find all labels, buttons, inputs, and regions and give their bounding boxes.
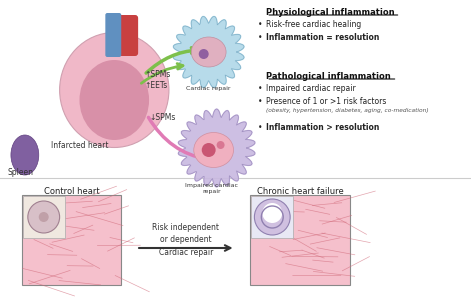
Ellipse shape (191, 37, 226, 67)
FancyBboxPatch shape (114, 15, 138, 56)
Text: Spleen: Spleen (8, 168, 34, 177)
FancyBboxPatch shape (251, 196, 293, 238)
Text: •: • (258, 123, 263, 132)
Text: Control heart: Control heart (44, 187, 100, 196)
Text: ↓SPMs: ↓SPMs (149, 113, 175, 123)
FancyBboxPatch shape (105, 13, 121, 57)
Text: Presence of 1 or >1 risk factors: Presence of 1 or >1 risk factors (266, 97, 387, 106)
Ellipse shape (80, 60, 149, 140)
Circle shape (202, 143, 216, 157)
Text: •: • (258, 20, 263, 29)
Text: Pathological inflammation: Pathological inflammation (266, 72, 391, 81)
Ellipse shape (11, 135, 39, 175)
FancyBboxPatch shape (250, 195, 350, 285)
Ellipse shape (194, 132, 234, 167)
FancyBboxPatch shape (23, 196, 64, 238)
Circle shape (255, 199, 290, 235)
Text: (obesity, hypertension, diabetes, aging, co-medication): (obesity, hypertension, diabetes, aging,… (266, 108, 429, 113)
Text: Impaired cardiac repair: Impaired cardiac repair (266, 84, 356, 93)
Circle shape (39, 212, 49, 222)
Text: Risk independent
or dependent: Risk independent or dependent (152, 223, 219, 244)
Circle shape (262, 203, 282, 223)
Polygon shape (178, 109, 255, 187)
Polygon shape (173, 16, 244, 88)
Text: Physiological inflammation: Physiological inflammation (266, 8, 395, 17)
Text: •: • (258, 33, 263, 42)
Text: Chronic heart failure: Chronic heart failure (257, 187, 344, 196)
Text: Inflammation > resolution: Inflammation > resolution (266, 123, 380, 132)
Text: ↑SPMs
↑EETs: ↑SPMs ↑EETs (144, 70, 171, 90)
Text: Cardiac repair: Cardiac repair (159, 248, 213, 257)
Circle shape (217, 141, 225, 149)
Text: •: • (258, 84, 263, 93)
Circle shape (28, 201, 60, 233)
Text: Cardiac repair: Cardiac repair (186, 86, 231, 91)
FancyBboxPatch shape (22, 195, 121, 285)
Ellipse shape (60, 33, 169, 148)
Text: Infarcted heart: Infarcted heart (51, 141, 108, 150)
Text: •: • (258, 97, 263, 106)
Text: Inflammation = resolution: Inflammation = resolution (266, 33, 380, 42)
Circle shape (199, 49, 209, 59)
Text: Impaired cardiac
repair: Impaired cardiac repair (185, 183, 238, 194)
Text: Risk-free cardiac healing: Risk-free cardiac healing (266, 20, 362, 29)
